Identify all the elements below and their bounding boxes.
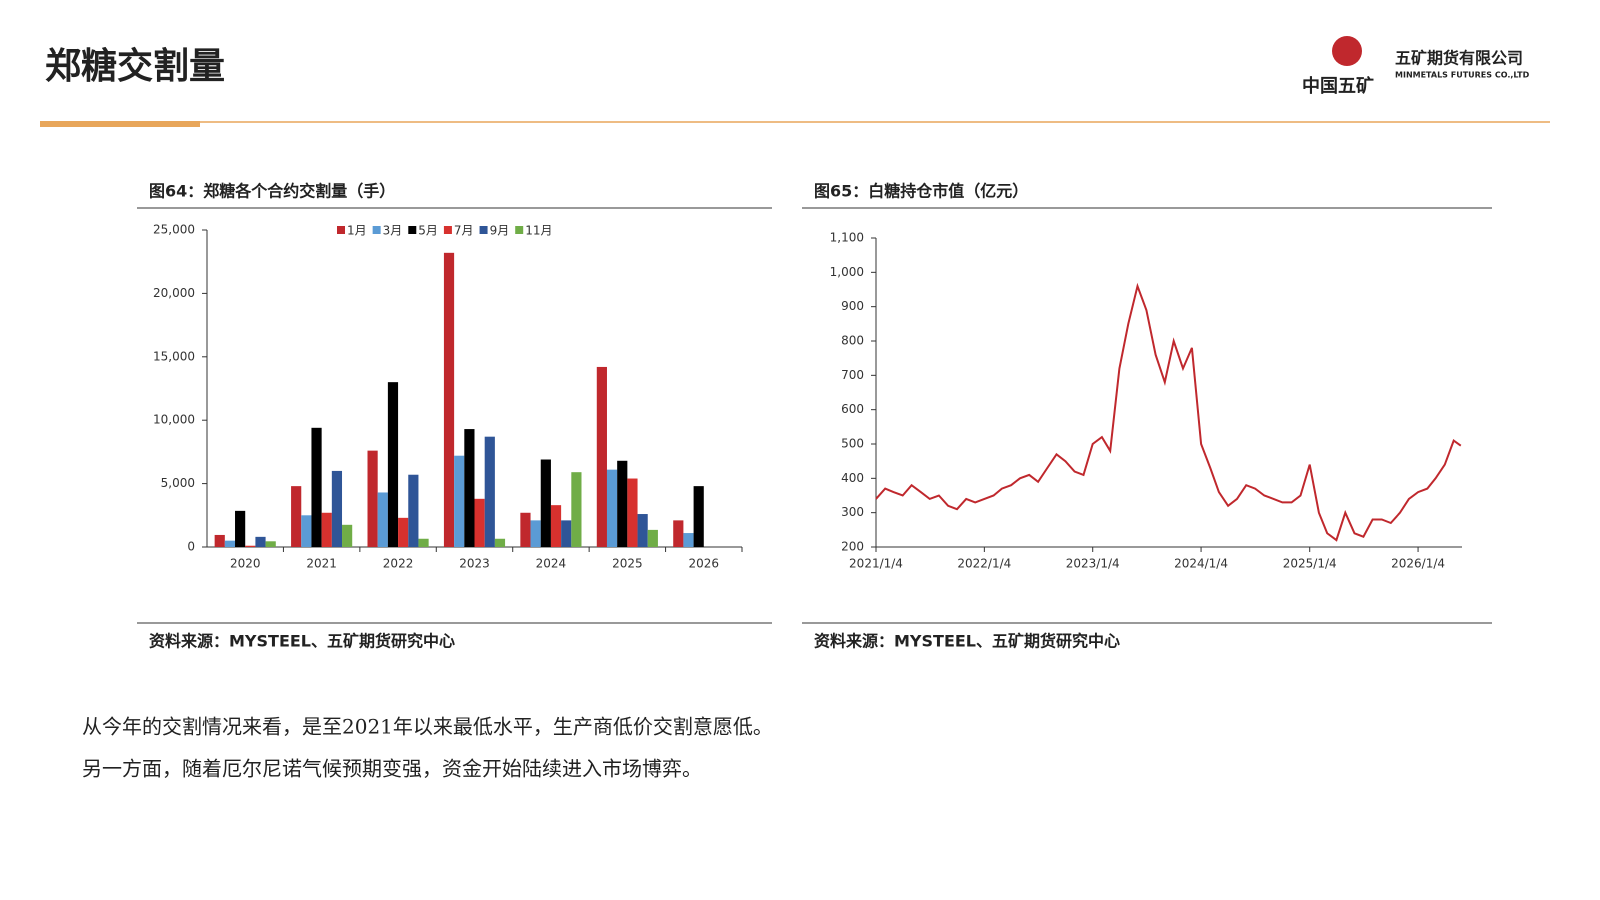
logo-text: 中国五矿 bbox=[1302, 75, 1374, 97]
bar bbox=[571, 472, 582, 547]
bar bbox=[474, 498, 485, 547]
x-tick-label: 2022 bbox=[383, 557, 414, 571]
bar bbox=[245, 545, 256, 547]
bar bbox=[387, 382, 399, 547]
y-tick-label: 200 bbox=[841, 540, 864, 554]
x-tick-label: 2025 bbox=[612, 557, 643, 571]
legend-swatch bbox=[337, 226, 345, 234]
y-tick-label: 800 bbox=[841, 334, 864, 348]
y-tick-label: 10,000 bbox=[153, 413, 195, 427]
y-tick-label: 0 bbox=[187, 540, 195, 554]
source-note: 资料来源：MYSTEEL、五矿期货研究中心 bbox=[149, 632, 455, 651]
bar bbox=[367, 450, 378, 547]
bar bbox=[647, 529, 658, 547]
y-tick-label: 25,000 bbox=[153, 223, 195, 237]
legend-label: 5月 bbox=[418, 224, 438, 238]
y-tick-label: 400 bbox=[841, 471, 864, 485]
x-tick-label: 2020 bbox=[230, 557, 261, 571]
bar bbox=[214, 534, 225, 547]
y-tick-label: 1,000 bbox=[830, 265, 864, 279]
legend-swatch bbox=[479, 226, 488, 234]
legend-swatch bbox=[443, 226, 452, 234]
x-tick-label: 2025/1/4 bbox=[1283, 557, 1337, 571]
bar bbox=[494, 538, 506, 547]
company-name: 五矿期货有限公司 bbox=[1395, 49, 1523, 68]
bar bbox=[454, 455, 465, 547]
bar bbox=[561, 520, 572, 547]
x-tick-label: 2023 bbox=[459, 557, 490, 571]
legend-swatch bbox=[372, 226, 381, 234]
x-tick-label: 2024 bbox=[536, 557, 567, 571]
bar bbox=[540, 459, 551, 547]
bar bbox=[596, 366, 607, 547]
bar bbox=[265, 541, 276, 547]
y-tick-label: 300 bbox=[841, 505, 864, 519]
bar bbox=[255, 536, 266, 547]
x-tick-label: 2023/1/4 bbox=[1066, 557, 1120, 571]
y-tick-label: 500 bbox=[841, 437, 864, 451]
chart-title: 图64：郑糖各个合约交割量（手） bbox=[149, 182, 395, 201]
legend-label: 11月 bbox=[525, 224, 552, 238]
bar bbox=[637, 514, 648, 547]
bar bbox=[418, 538, 429, 547]
bar bbox=[693, 486, 704, 547]
source-note: 资料来源：MYSTEEL、五矿期货研究中心 bbox=[814, 632, 1120, 651]
bar bbox=[617, 460, 628, 547]
bar bbox=[398, 517, 409, 547]
legend-label: 3月 bbox=[383, 224, 403, 238]
legend-swatch bbox=[408, 226, 417, 234]
legend-swatch bbox=[515, 226, 524, 234]
x-tick-label: 2026 bbox=[689, 557, 720, 571]
x-tick-label: 2026/1/4 bbox=[1391, 557, 1445, 571]
bar bbox=[342, 524, 353, 547]
bar bbox=[235, 510, 246, 547]
legend-label: 7月 bbox=[454, 224, 474, 238]
bar bbox=[301, 515, 312, 547]
bar bbox=[683, 533, 694, 547]
slide-title: 郑糖交割量 bbox=[45, 45, 225, 87]
paragraph: 从今年的交割情况来看，是至2021年以来最低水平，生产商低价交割意愿低。 bbox=[82, 715, 773, 739]
company-name-en: MINMETALS FUTURES CO.,LTD bbox=[1395, 71, 1530, 80]
bar bbox=[606, 469, 618, 547]
paragraph: 另一方面，随着厄尔尼诺气候预期变强，资金开始陆续进入市场博弈。 bbox=[82, 757, 702, 781]
bar bbox=[530, 520, 541, 547]
bar bbox=[311, 427, 322, 547]
y-tick-label: 700 bbox=[841, 368, 864, 382]
y-tick-label: 5,000 bbox=[161, 476, 195, 490]
bar bbox=[443, 252, 455, 547]
bar bbox=[520, 512, 531, 547]
bar bbox=[464, 429, 475, 547]
bar bbox=[627, 478, 638, 547]
y-tick-label: 1,100 bbox=[830, 231, 864, 245]
bar bbox=[408, 474, 419, 547]
series-line bbox=[875, 282, 1462, 542]
x-tick-label: 2024/1/4 bbox=[1174, 557, 1228, 571]
y-tick-label: 15,000 bbox=[153, 349, 195, 363]
legend-label: 1月 bbox=[347, 224, 367, 238]
x-tick-label: 2021/1/4 bbox=[849, 557, 903, 571]
y-tick-label: 600 bbox=[841, 402, 864, 416]
bar bbox=[321, 512, 332, 547]
chart-title: 图65：白糖持仓市值（亿元） bbox=[814, 182, 1028, 201]
bar bbox=[550, 505, 562, 547]
bar bbox=[377, 492, 388, 547]
y-tick-label: 900 bbox=[841, 299, 864, 313]
bar bbox=[484, 436, 495, 547]
bar bbox=[291, 486, 302, 547]
legend-label: 9月 bbox=[490, 224, 510, 238]
logo-icon bbox=[1332, 36, 1362, 66]
x-tick-label: 2022/1/4 bbox=[957, 557, 1011, 571]
y-tick-label: 20,000 bbox=[153, 286, 195, 300]
x-tick-label: 2021 bbox=[306, 557, 337, 571]
bar bbox=[673, 520, 684, 547]
bar bbox=[331, 470, 343, 547]
bar bbox=[224, 540, 236, 547]
header-accent bbox=[40, 121, 200, 127]
